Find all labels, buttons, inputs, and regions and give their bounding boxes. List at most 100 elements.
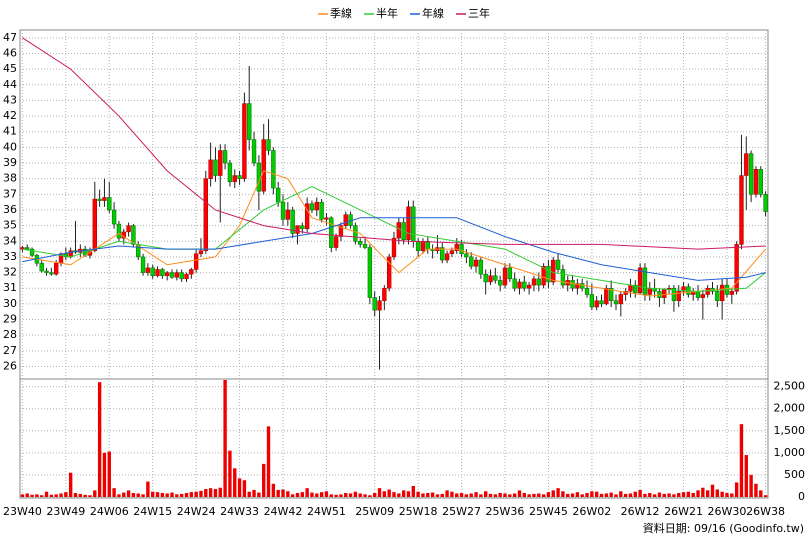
volume-bar	[421, 493, 425, 497]
candle-body	[367, 247, 373, 298]
candle-body	[753, 169, 759, 195]
volume-bar	[175, 494, 179, 497]
x-tick-label: 24W51	[307, 505, 346, 518]
volume-bar	[546, 492, 551, 497]
volume-bar	[315, 493, 319, 497]
candle-body	[222, 150, 228, 164]
candle-body	[295, 225, 300, 234]
volume-bar	[677, 493, 681, 497]
volume-bar	[406, 491, 411, 497]
x-tick-label: 24W15	[133, 505, 172, 518]
volume-bar	[512, 493, 517, 497]
volume-bar	[450, 491, 454, 497]
candle-body	[333, 236, 339, 248]
candle-body	[671, 287, 677, 301]
volume-bar	[696, 490, 700, 497]
candle-body	[502, 267, 508, 286]
volume-bar	[503, 493, 507, 497]
candle-body	[493, 275, 498, 281]
volume-bar	[44, 491, 49, 497]
volume-bar	[40, 495, 44, 497]
candle-body	[140, 256, 146, 273]
candle-body	[92, 198, 97, 251]
volume-bar	[170, 492, 174, 497]
volume-bar	[93, 490, 97, 497]
candle-body	[49, 272, 54, 275]
candle-body	[662, 289, 667, 298]
volume-bar	[266, 426, 271, 497]
candle-body	[734, 244, 739, 292]
candle-body	[584, 287, 590, 295]
candle-body	[541, 266, 546, 286]
candle-body	[251, 139, 257, 164]
x-tick-label: 24W06	[90, 505, 129, 518]
candle-body	[116, 223, 122, 239]
candle-body	[681, 286, 686, 292]
candle-body	[39, 262, 44, 272]
volume-bar	[551, 490, 555, 497]
y-tick-label: 28	[3, 328, 17, 341]
volume-bar	[614, 494, 618, 497]
volume-bar	[126, 490, 131, 497]
volume-bar	[570, 493, 575, 497]
volume-bar	[184, 493, 189, 497]
volume-bar	[672, 494, 676, 497]
volume-bar	[430, 492, 435, 497]
candle-body	[705, 287, 710, 295]
candle-body	[131, 225, 136, 245]
candle-body	[227, 162, 233, 183]
candle-body	[242, 103, 247, 179]
y-tick-label: 41	[3, 125, 17, 138]
candle-body	[44, 270, 49, 273]
candle-body	[218, 150, 223, 176]
candle-body	[382, 287, 387, 301]
candle-body	[507, 267, 512, 280]
volume-bar	[146, 481, 150, 497]
candle-body	[676, 291, 681, 301]
volume-bar	[348, 493, 353, 497]
candle-body	[555, 259, 561, 270]
candle-body	[580, 283, 585, 289]
volume-bar	[623, 493, 628, 497]
volume-bar	[281, 489, 285, 497]
volume-bar	[575, 492, 580, 497]
plot-frame	[19, 29, 769, 499]
candle-body	[329, 217, 334, 248]
volume-bar	[759, 490, 763, 497]
y-tick-label: 33	[3, 250, 17, 263]
volume-bar	[479, 494, 483, 497]
candle-body	[459, 244, 464, 255]
volume-bar	[484, 491, 488, 497]
volume-bar	[358, 493, 362, 497]
candle-body	[126, 225, 131, 233]
candle-body	[546, 266, 551, 283]
volume-bar	[78, 493, 83, 497]
volume-bar	[107, 451, 111, 497]
volume-bar	[83, 494, 87, 497]
candle-body	[247, 103, 252, 140]
volume-bar	[199, 490, 203, 497]
candle-body	[560, 269, 566, 286]
volume-bar	[68, 472, 73, 497]
candle-body	[464, 253, 469, 258]
candle-body	[744, 153, 749, 176]
volume-bar	[25, 493, 29, 497]
candle-body	[179, 272, 184, 280]
y-tick-label: 43	[3, 93, 17, 106]
candle-body	[618, 294, 623, 305]
volume-bar	[324, 491, 329, 497]
x-tick-label: 23W40	[3, 505, 42, 518]
candle-body	[102, 197, 107, 201]
volume-bar	[247, 491, 251, 497]
candle-body	[575, 283, 580, 289]
volume-bar	[619, 491, 623, 497]
candle-body	[107, 197, 112, 211]
volume-bar	[382, 491, 387, 497]
volume-bar	[749, 474, 753, 497]
candle-body	[449, 250, 455, 255]
candle-body	[599, 300, 604, 305]
y-tick-label: 31	[3, 281, 17, 294]
volume-bar	[701, 487, 705, 497]
candle-body	[700, 294, 706, 298]
y-tick-label: 26	[3, 359, 17, 372]
